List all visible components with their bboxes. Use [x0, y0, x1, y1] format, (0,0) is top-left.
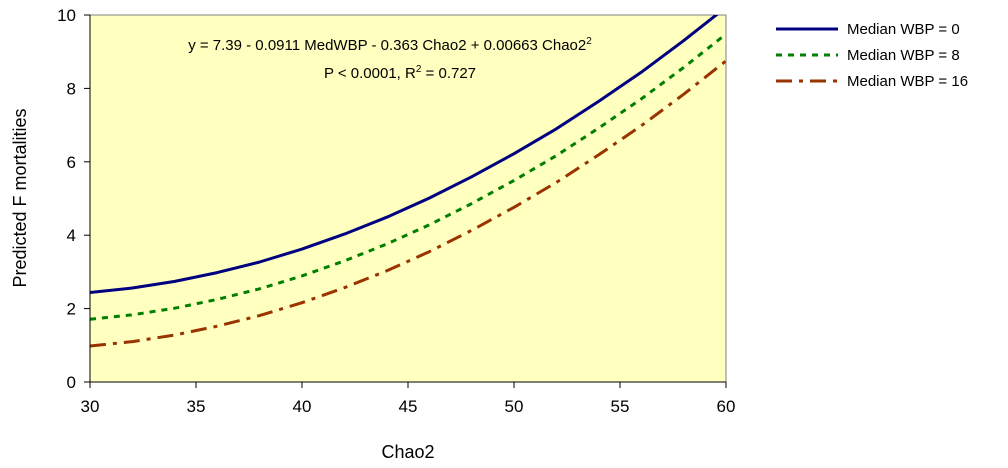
- series-line-3: [90, 59, 726, 348]
- x-ticks: 30 35 40 45 50 55 60: [81, 382, 736, 416]
- stats-r-value: = 0.727: [421, 65, 476, 82]
- y-ticks: 0 2 4 6 8 10: [57, 6, 90, 392]
- series-line-1: [90, 15, 719, 294]
- equation-line-1: y = 7.39 - 0.0911 MedWBP - 0.363 Chao2 +…: [188, 36, 592, 54]
- series-layer: [90, 15, 726, 348]
- y-tick-label: 0: [67, 373, 76, 392]
- equation-exponent: 2: [586, 36, 592, 47]
- y-tick-label: 10: [57, 6, 76, 25]
- x-axis-title: Chao2: [381, 442, 434, 462]
- y-tick-label: 6: [67, 153, 76, 172]
- legend: Median WBP = 0 Median WBP = 8 Median WBP =…: [776, 21, 968, 90]
- legend-label-1: Median WBP = 0: [847, 21, 960, 38]
- x-tick-label: 60: [717, 397, 736, 416]
- y-tick-label: 4: [67, 226, 76, 245]
- stats-r-exponent: 2: [416, 64, 422, 75]
- x-tick-label: 50: [505, 397, 524, 416]
- equation-line-2: P < 0.0001, R2 = 0.727: [324, 64, 476, 82]
- stats-p-r: P < 0.0001, R: [324, 65, 416, 82]
- plot-area: [89, 14, 727, 383]
- y-tick-label: 2: [67, 300, 76, 319]
- x-tick-label: 40: [293, 397, 312, 416]
- x-tick-label: 55: [611, 397, 630, 416]
- legend-label-2: Median WBP = 8: [847, 47, 960, 64]
- y-axis-title: Predicted F mortalities: [10, 108, 30, 287]
- x-tick-label: 45: [399, 397, 418, 416]
- x-tick-label: 30: [81, 397, 100, 416]
- x-tick-label: 35: [187, 397, 206, 416]
- legend-label-3: Median WBP = 16: [847, 73, 968, 90]
- equation-main: y = 7.39 - 0.0911 MedWBP - 0.363 Chao2 +…: [188, 37, 586, 54]
- y-tick-label: 8: [67, 79, 76, 98]
